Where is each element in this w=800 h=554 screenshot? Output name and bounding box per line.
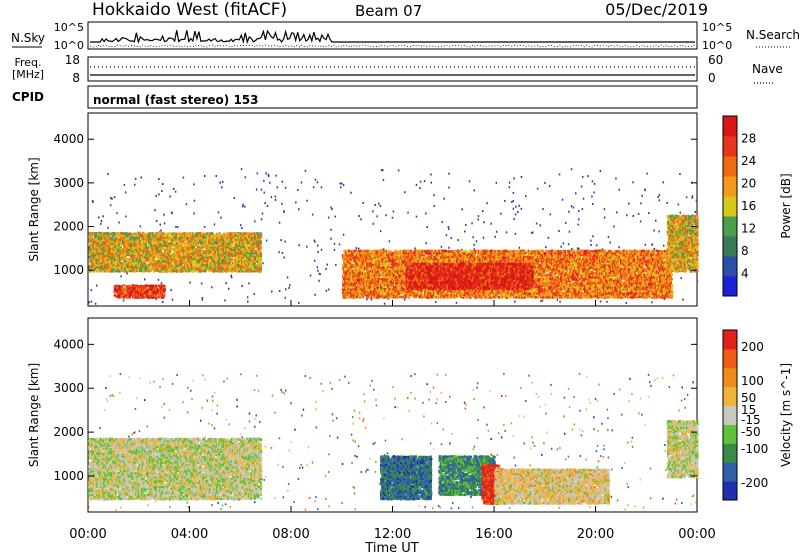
colorbar-tick-label: 100 — [741, 374, 764, 388]
y-tick-label: 3000 — [53, 176, 84, 190]
nave-tick-top: 60 — [708, 53, 723, 67]
colorbar-tick-label: 24 — [741, 154, 756, 168]
colorbar-segment — [723, 443, 737, 463]
colorbar-tick-label: 4 — [741, 267, 749, 281]
echo-region-1 — [379, 455, 433, 501]
colorbar-segment — [723, 348, 737, 369]
freq-label-line2: [MHz] — [12, 68, 44, 81]
y-tick-label: 1000 — [53, 263, 84, 277]
y-tick-label: 2000 — [53, 220, 84, 234]
time-axis-label: Time UT — [364, 541, 418, 554]
time-axis-ticks: 00:00 04:00 08:00 12:00 16:00 20:00 00:00 — [69, 527, 715, 542]
y-tick-label: 4000 — [53, 132, 84, 146]
cpid-text: normal (fast stereo) 153 — [93, 93, 259, 107]
colorbar-segment — [723, 462, 737, 482]
colorbar-tick-label: 16 — [741, 199, 756, 213]
velocity-panel: 1000 2000 3000 4000 Slant Range [km] — [27, 317, 699, 513]
colorbar-segment — [723, 405, 737, 425]
nave-label: Nave — [752, 62, 783, 76]
echo-region-5 — [666, 419, 699, 479]
colorbar-tick-label: 15 — [741, 403, 756, 417]
colorbar-segment — [723, 481, 737, 501]
colorbar-frame — [722, 329, 738, 501]
echo-region-4 — [494, 468, 610, 505]
colorbar-segment — [723, 386, 737, 407]
colorbar-tick-label: 28 — [741, 132, 756, 146]
x-tick-label: 12:00 — [374, 527, 411, 542]
echo-region-0 — [88, 231, 263, 273]
x-tick-label: 00:00 — [69, 527, 106, 542]
colorbar-segment — [723, 156, 737, 177]
colorbar-segment — [723, 330, 737, 350]
echo-region-0 — [88, 437, 263, 501]
colorbar-segment — [723, 236, 737, 257]
colorbar-tick-label: -100 — [741, 442, 768, 456]
colorbar-tick-label: -50 — [741, 425, 761, 439]
freq-label-line1: Freq. — [14, 56, 41, 69]
colorbar-segment — [723, 276, 737, 297]
colorbar-segment — [723, 136, 737, 157]
colorbar-label: Power [dB] — [779, 173, 793, 238]
colorbar-segment — [723, 367, 737, 388]
colorbar-segment — [723, 196, 737, 217]
colorbar-segment — [723, 176, 737, 197]
nave-tick-bottom: 0 — [708, 71, 716, 85]
nsearch-tick-bottom: 10^0 — [702, 39, 732, 52]
echo-region-1 — [113, 284, 166, 299]
x-tick-label: 08:00 — [272, 527, 309, 542]
colorbar-frame — [722, 115, 738, 297]
nsky-label: N.Sky — [11, 31, 45, 45]
colorbar-tick-label: 20 — [741, 177, 756, 191]
nsearch-label: N.Search — [746, 28, 800, 42]
date-label: 05/Dec/2019 — [605, 0, 708, 19]
colorbar-segment — [723, 256, 737, 277]
y-tick-label: 4000 — [53, 337, 84, 351]
echo-region-4 — [666, 214, 699, 273]
colorbar-segment — [723, 216, 737, 237]
x-tick-label: 04:00 — [171, 527, 208, 542]
noise-panel — [87, 21, 698, 50]
colorbar-tick-label: 50 — [741, 391, 756, 405]
freq-tick-top: 18 — [65, 53, 80, 67]
nsearch-series — [89, 44, 696, 48]
colorbar-tick-label: 12 — [741, 222, 756, 236]
colorbar-tick-label: 8 — [741, 244, 749, 258]
y-axis-label: Slant Range [km] — [27, 363, 41, 467]
cpid-label: CPID — [12, 90, 44, 104]
freq-tick-bottom: 8 — [72, 71, 80, 85]
y-tick-label: 3000 — [53, 381, 84, 395]
colorbar-segment — [723, 116, 737, 137]
power-panel: 1000 2000 3000 4000 Slant Range [km] — [27, 112, 699, 307]
x-tick-label: 16:00 — [475, 527, 512, 542]
colorbar-tick-label: -15 — [741, 413, 761, 427]
beam-label: Beam 07 — [355, 2, 422, 20]
y-tick-label: 2000 — [53, 425, 84, 439]
y-tick-label: 1000 — [53, 469, 84, 483]
freq-panel — [87, 56, 698, 82]
colorbar-tick-label: 200 — [741, 340, 764, 354]
y-axis-label: Slant Range [km] — [27, 157, 41, 261]
colorbar-segment — [723, 424, 737, 444]
colorbar-label: Velocity [m s^-1] — [779, 363, 793, 467]
nsearch-tick-top: 10^5 — [702, 21, 732, 34]
cpid-panel — [87, 85, 698, 109]
station-title: Hokkaido West (fitACF) — [92, 0, 287, 20]
x-tick-label: 20:00 — [577, 527, 614, 542]
nsky-series — [90, 29, 695, 45]
colorbar-tick-label: -200 — [741, 476, 768, 490]
echo-region-3 — [405, 262, 534, 291]
nsky-tick-top: 10^5 — [54, 21, 84, 34]
x-tick-label: 00:00 — [678, 527, 715, 542]
nsky-tick-bottom: 10^0 — [54, 39, 84, 52]
power-colorbar: 4 8 12 16 20 24 28 Power [dB] — [722, 115, 793, 297]
